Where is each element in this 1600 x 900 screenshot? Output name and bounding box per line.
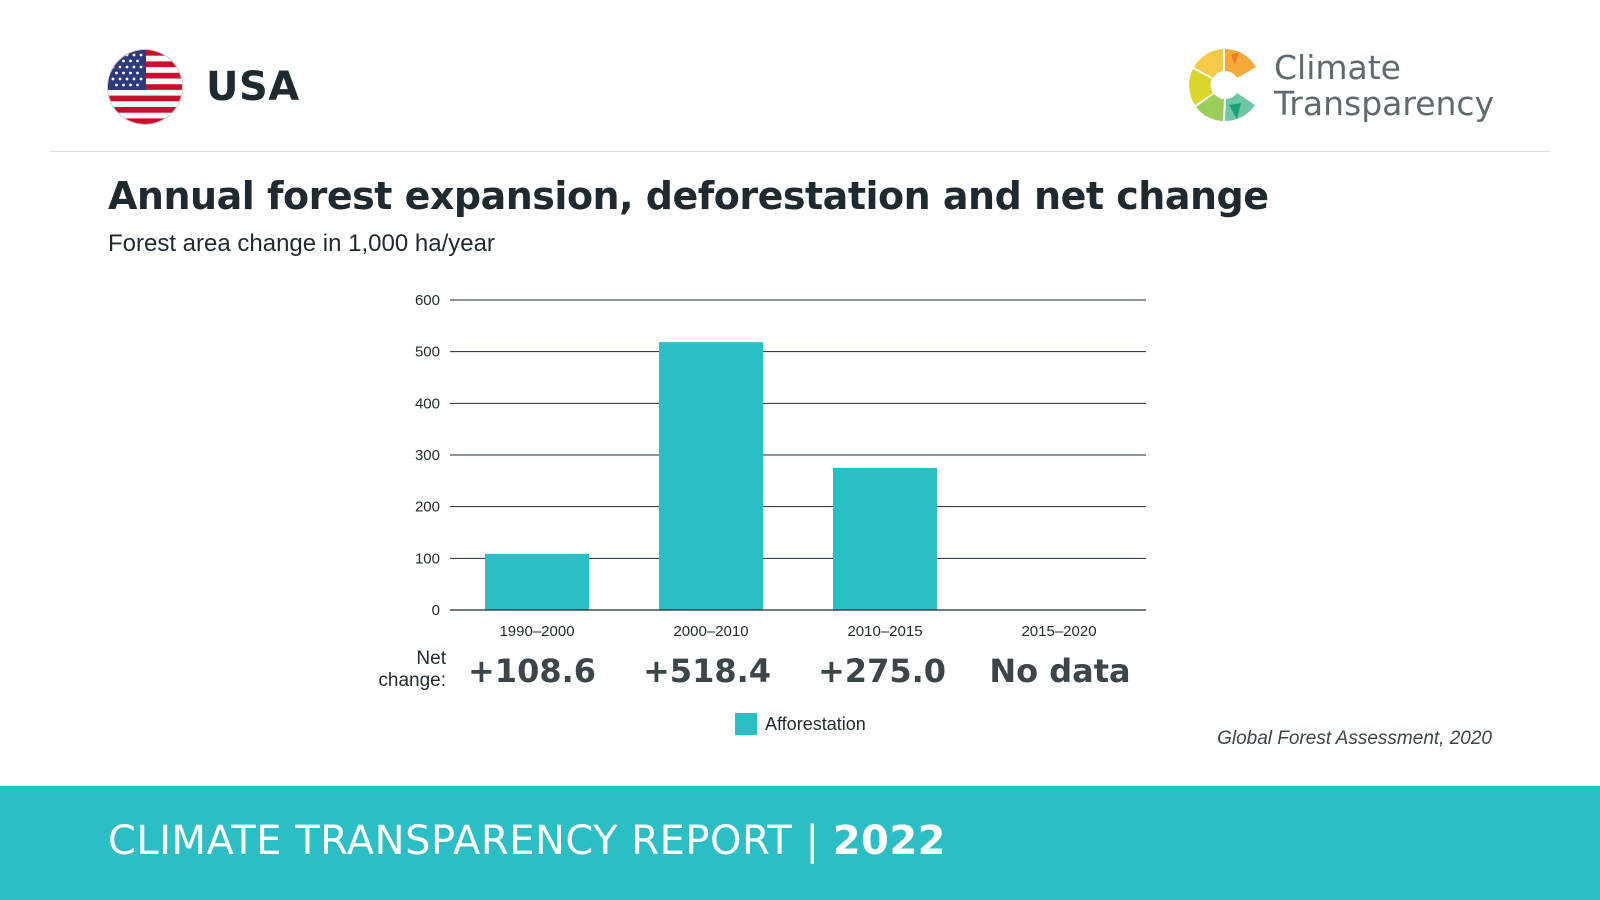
x-tick-label: 2000–2010 xyxy=(673,623,748,640)
net-change-label-line1: Net xyxy=(416,648,446,669)
bar xyxy=(833,467,937,610)
net-change-value: +518.4 xyxy=(642,652,772,690)
source-note: Global Forest Assessment, 2020 xyxy=(1217,728,1492,749)
net-change-label: Net change: xyxy=(346,648,446,692)
chart-legend: Afforestation xyxy=(735,712,866,736)
usa-flag-icon xyxy=(108,50,182,124)
legend-label-afforestation: Afforestation xyxy=(765,713,866,734)
y-tick-label: 100 xyxy=(415,550,440,567)
y-tick-label: 0 xyxy=(432,602,440,619)
legend-swatch-afforestation xyxy=(735,713,757,735)
y-tick-label: 400 xyxy=(415,395,440,412)
bar xyxy=(485,553,589,610)
country-name: USA xyxy=(206,64,300,110)
net-change-label-line2: change: xyxy=(378,670,446,691)
x-tick-label: 2015–2020 xyxy=(1021,623,1096,640)
y-tick-label: 300 xyxy=(415,447,440,464)
x-tick-label: 1990–2000 xyxy=(499,623,574,640)
footer-report-label: CLIMATE TRANSPARENCY REPORT xyxy=(108,818,793,864)
y-tick-label: 600 xyxy=(415,292,440,309)
bar xyxy=(659,342,763,610)
y-tick-label: 200 xyxy=(415,499,440,516)
header-divider xyxy=(50,151,1550,152)
net-change-value: No data xyxy=(989,652,1131,690)
brand-name: Climate Transparency xyxy=(1274,50,1494,122)
net-change-value: +275.0 xyxy=(817,652,947,690)
footer-banner: CLIMATE TRANSPARENCY REPORT | 2022 xyxy=(0,786,1600,900)
chart-title: Annual forest expansion, deforestation a… xyxy=(108,174,1269,218)
y-tick-label: 500 xyxy=(415,344,440,361)
climate-transparency-logo-icon xyxy=(1180,40,1270,130)
footer-text: CLIMATE TRANSPARENCY REPORT | 2022 xyxy=(108,818,946,864)
brand-line2: Transparency xyxy=(1274,84,1495,123)
brand-line1: Climate xyxy=(1274,48,1401,87)
net-change-value: +108.6 xyxy=(467,652,597,690)
x-tick-label: 2010–2015 xyxy=(847,623,922,640)
footer-separator: | xyxy=(805,818,820,864)
chart-subtitle: Forest area change in 1,000 ha/year xyxy=(108,230,495,257)
footer-year: 2022 xyxy=(832,818,947,864)
